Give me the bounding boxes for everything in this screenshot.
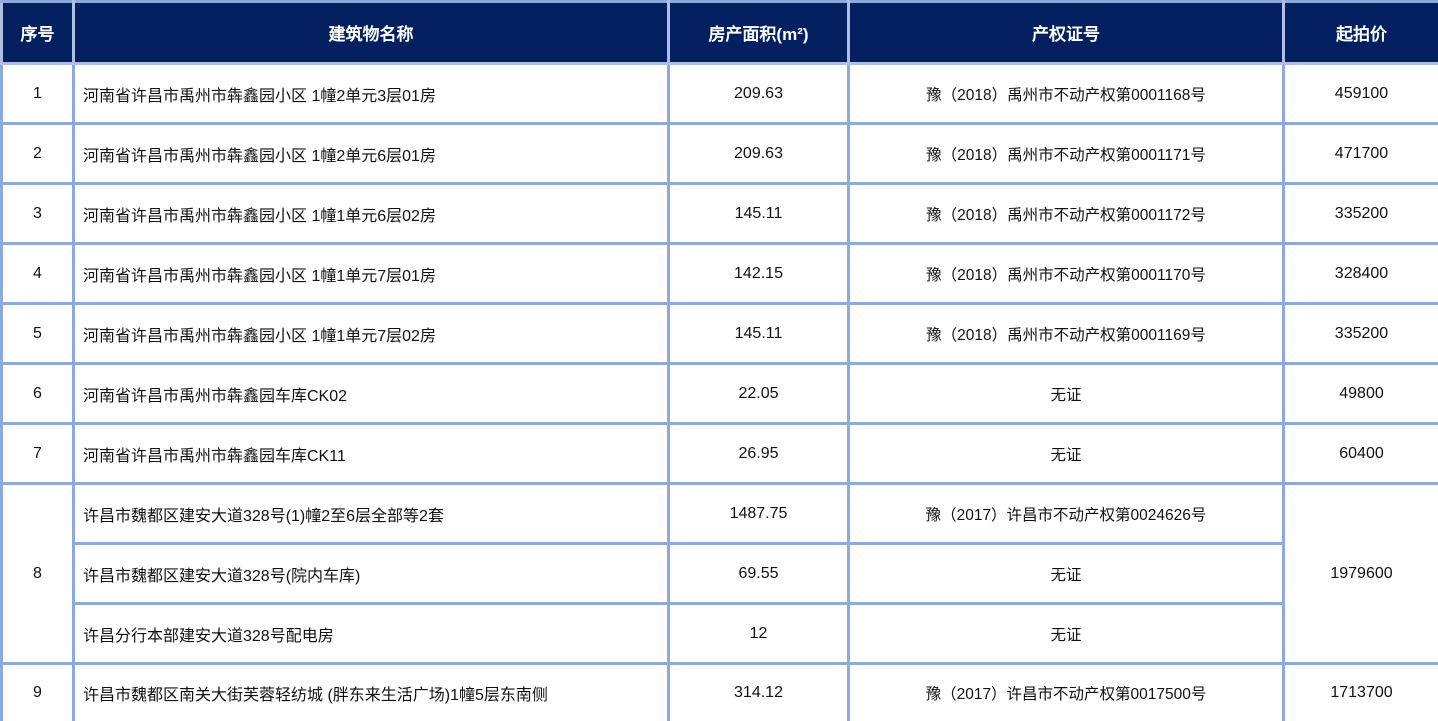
certificate-number-cell: 豫（2018）禹州市不动产权第0001170号 (847, 242, 1285, 305)
certificate-number-cell: 豫（2017）许昌市不动产权第0017500号 (847, 662, 1285, 721)
table-row: 4 河南省许昌市禹州市犇鑫园小区 1幢1单元7层01房 142.15 豫（2018）禹… (0, 242, 1438, 305)
building-name-cell: 河南省许昌市禹州市犇鑫园小区 1幢2单元6层01房 (72, 122, 670, 185)
table-row: 3 河南省许昌市禹州市犇鑫园小区 1幢1单元6层02房 145.11 豫（2018）禹… (0, 182, 1438, 245)
serial-number-cell: 6 (0, 362, 75, 425)
serial-number-cell: 5 (0, 302, 75, 365)
header-serial-number: 序号 (0, 0, 75, 65)
building-name-cell: 河南省许昌市禹州市犇鑫园小区 1幢2单元3层01房 (72, 62, 670, 125)
property-area-cell: 26.95 (667, 422, 850, 485)
table-row: 6 河南省许昌市禹州市犇鑫园车库CK02 22.05 无证 49800 (0, 362, 1438, 425)
building-name-cell: 河南省许昌市禹州市犇鑫园小区 1幢1单元7层02房 (72, 302, 670, 365)
serial-number-cell: 1 (0, 62, 75, 125)
property-area-cell: 145.11 (667, 182, 850, 245)
header-certificate-number: 产权证号 (847, 0, 1285, 65)
building-name-cell: 许昌分行本部建安大道328号配电房 (72, 602, 670, 665)
starting-price-cell: 1713700 (1282, 662, 1438, 721)
header-property-area: 房产面积(m²) (667, 0, 850, 65)
certificate-number-cell: 无证 (847, 362, 1285, 425)
serial-number-cell: 2 (0, 122, 75, 185)
building-name-cell: 许昌市魏都区建安大道328号(院内车库) (72, 542, 670, 605)
property-area-cell: 1487.75 (667, 482, 850, 545)
certificate-number-cell: 豫（2018）禹州市不动产权第0001169号 (847, 302, 1285, 365)
starting-price-cell: 328400 (1282, 242, 1438, 305)
starting-price-cell: 335200 (1282, 182, 1438, 245)
starting-price-cell: 459100 (1282, 62, 1438, 125)
table-row: 1 河南省许昌市禹州市犇鑫园小区 1幢2单元3层01房 209.63 豫（2018）禹… (0, 62, 1438, 125)
certificate-number-cell: 豫（2018）禹州市不动产权第0001172号 (847, 182, 1285, 245)
header-row: 序号 建筑物名称 房产面积(m²) 产权证号 起拍价 (0, 0, 1438, 65)
building-name-cell: 许昌市魏都区建安大道328号(1)幢2至6层全部等2套 (72, 482, 670, 545)
starting-price-cell: 49800 (1282, 362, 1438, 425)
building-name-cell: 河南省许昌市禹州市犇鑫园小区 1幢1单元7层01房 (72, 242, 670, 305)
table-row: 2 河南省许昌市禹州市犇鑫园小区 1幢2单元6层01房 209.63 豫（2018）禹… (0, 122, 1438, 185)
table-row: 7 河南省许昌市禹州市犇鑫园车库CK11 26.95 无证 60400 (0, 422, 1438, 485)
table-body: 1 河南省许昌市禹州市犇鑫园小区 1幢2单元3层01房 209.63 豫（2018）禹… (0, 62, 1438, 721)
serial-number-cell: 9 (0, 662, 75, 721)
property-area-cell: 22.05 (667, 362, 850, 425)
certificate-number-cell: 豫（2018）禹州市不动产权第0001171号 (847, 122, 1285, 185)
starting-price-cell: 335200 (1282, 302, 1438, 365)
building-name-cell: 河南省许昌市禹州市犇鑫园车库CK11 (72, 422, 670, 485)
certificate-number-cell: 无证 (847, 602, 1285, 665)
property-area-cell: 142.15 (667, 242, 850, 305)
serial-number-cell: 7 (0, 422, 75, 485)
certificate-number-cell: 豫（2018）禹州市不动产权第0001168号 (847, 62, 1285, 125)
serial-number-cell: 8 (0, 482, 75, 665)
property-area-cell: 12 (667, 602, 850, 665)
serial-number-cell: 3 (0, 182, 75, 245)
certificate-number-cell: 无证 (847, 422, 1285, 485)
property-area-cell: 209.63 (667, 122, 850, 185)
building-name-cell: 河南省许昌市禹州市犇鑫园小区 1幢1单元6层02房 (72, 182, 670, 245)
starting-price-cell: 1979600 (1282, 482, 1438, 665)
building-name-cell: 河南省许昌市禹州市犇鑫园车库CK02 (72, 362, 670, 425)
table-header: 序号 建筑物名称 房产面积(m²) 产权证号 起拍价 (0, 0, 1438, 65)
property-area-cell: 69.55 (667, 542, 850, 605)
property-area-cell: 209.63 (667, 62, 850, 125)
table-row: 许昌分行本部建安大道328号配电房 12 无证 (2, 602, 1438, 665)
table-row: 5 河南省许昌市禹州市犇鑫园小区 1幢1单元7层02房 145.11 豫（2018）禹… (0, 302, 1438, 365)
starting-price-cell: 60400 (1282, 422, 1438, 485)
starting-price-cell: 471700 (1282, 122, 1438, 185)
header-starting-price: 起拍价 (1282, 0, 1438, 65)
certificate-number-cell: 无证 (847, 542, 1285, 605)
header-building-name: 建筑物名称 (72, 0, 670, 65)
serial-number-cell: 4 (0, 242, 75, 305)
table-row: 8 许昌市魏都区建安大道328号(1)幢2至6层全部等2套 1487.75 豫（201… (0, 482, 1438, 665)
building-name-cell: 许昌市魏都区南关大街芙蓉轻纺城 (胖东来生活广场)1幢5层东南侧 (72, 662, 670, 721)
certificate-number-cell: 豫（2017）许昌市不动产权第0024626号 (847, 482, 1285, 545)
property-area-cell: 145.11 (667, 302, 850, 365)
table-row: 许昌市魏都区建安大道328号(院内车库) 69.55 无证 (2, 542, 1438, 605)
table-row: 9 许昌市魏都区南关大街芙蓉轻纺城 (胖东来生活广场)1幢5层东南侧 314.12 豫… (0, 662, 1438, 721)
property-area-cell: 314.12 (667, 662, 850, 721)
